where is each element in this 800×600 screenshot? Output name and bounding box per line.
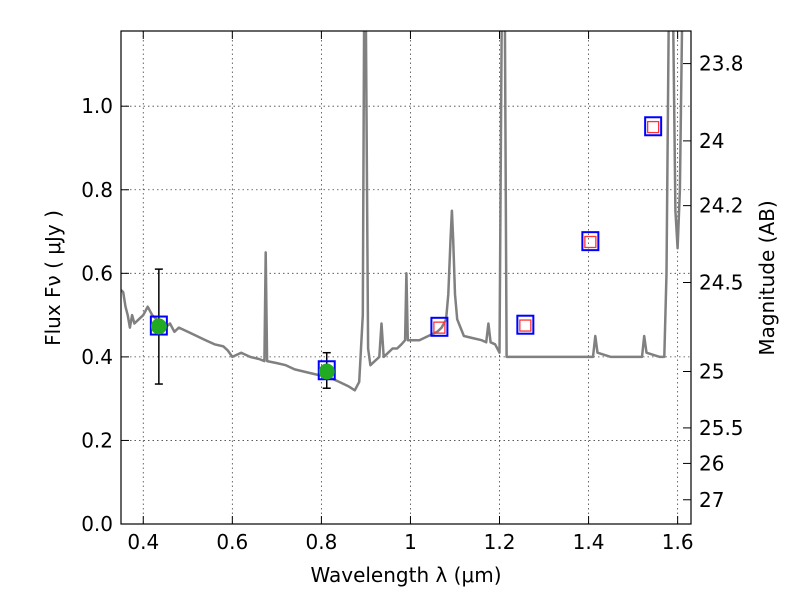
- axes: 0.4 0.6 0.8 1 1.2 1.4 1.6 0.0 0.2 0.4 0.6 0.8 1.0 23.…: [81, 31, 744, 554]
- model-photometry-square: [581, 231, 600, 252]
- plot-frame: [120, 30, 692, 525]
- right-axis-title: Magnitude (AB): [755, 200, 779, 355]
- predicted-square: [646, 120, 660, 134]
- model-photometry-square: [644, 116, 663, 137]
- right-tick-label: 27: [699, 488, 724, 512]
- model-photometry-square: [430, 316, 449, 337]
- observed-point: [318, 363, 335, 380]
- x-tick-label: 1: [404, 530, 417, 554]
- y-tick-label: 0.8: [81, 178, 113, 202]
- model-photometry-square: [149, 315, 168, 336]
- right-tick-label: 24.2: [699, 194, 744, 218]
- right-tick-label: 26: [699, 451, 724, 475]
- model-photometry-square: [516, 314, 535, 335]
- model-spectrum: [121, 31, 684, 392]
- right-tick-label: 25: [699, 360, 724, 384]
- right-tick-label: 24.5: [699, 271, 744, 295]
- x-tick-label: 1.6: [662, 530, 694, 554]
- predicted-square: [584, 235, 597, 249]
- y-tick-label: 0.2: [81, 428, 113, 452]
- right-tick-label: 24: [699, 129, 724, 153]
- x-tick-label: 0.6: [216, 530, 248, 554]
- predicted-square: [519, 319, 532, 332]
- observed-point: [150, 318, 167, 335]
- data-markers: [149, 116, 663, 389]
- y-tick-label: 1.0: [81, 94, 113, 118]
- y-axis-title: Flux Fν ( μJy ): [41, 210, 65, 346]
- right-tick-label: 25.5: [699, 416, 744, 440]
- y-tick-label: 0.0: [81, 512, 113, 536]
- x-tick-label: 1.4: [573, 530, 605, 554]
- predicted-square: [433, 321, 446, 334]
- right-tick-label: 23.8: [699, 52, 744, 76]
- x-tick-label: 0.4: [127, 530, 159, 554]
- x-tick-label: 0.8: [305, 530, 337, 554]
- y-tick-label: 0.4: [81, 345, 113, 369]
- spectrum-line: [121, 31, 684, 392]
- y-tick-label: 0.6: [81, 261, 113, 285]
- x-tick-label: 1.2: [484, 530, 516, 554]
- x-axis-title: Wavelength λ (μm): [310, 563, 501, 587]
